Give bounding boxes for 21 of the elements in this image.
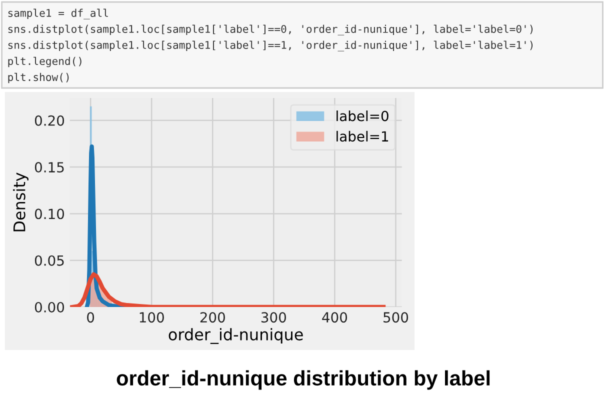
y-axis-title: Density — [13, 172, 28, 232]
text: plt.show() — [8, 72, 69, 84]
x-tick-label: 0 — [87, 312, 94, 323]
y-tick-label: 0.20 — [34, 115, 64, 126]
y-tick-label: 0.10 — [34, 208, 64, 220]
legend-label: label=0 — [336, 110, 388, 122]
x-tick-label: 300 — [261, 312, 286, 323]
x-tick-label: 100 — [140, 312, 164, 323]
text: sns.distplot(sample1.loc[sample1['label']==0, 'order_id-nunique'], label='label=0') — [8, 24, 533, 36]
text: plt.legend() — [8, 56, 82, 68]
x-tick-label: 200 — [200, 312, 225, 323]
y-tick-label: 0.05 — [34, 255, 64, 266]
y-tick-label: 0.00 — [34, 302, 64, 312]
x-tick-label: 400 — [322, 312, 348, 323]
text: sns.distplot(sample1.loc[sample1['label']==1, 'order_id-nunique'], label='label=1') — [8, 40, 533, 52]
legend-label: label=1 — [336, 130, 388, 142]
x-axis-title: order_id-nunique — [168, 328, 303, 344]
x-tick-label: 500 — [384, 312, 408, 323]
text: sample1 = df_all — [8, 8, 108, 20]
text: order_id-nunique distribution by label — [116, 370, 490, 390]
y-tick-label: 0.15 — [34, 162, 64, 173]
